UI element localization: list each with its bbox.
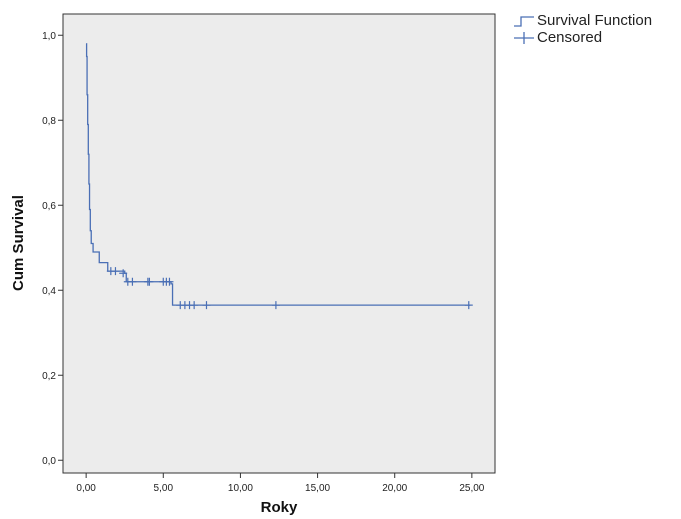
censored-marker bbox=[190, 301, 199, 310]
y-tick-label: 0,2 bbox=[42, 371, 56, 382]
censored-marker bbox=[111, 267, 120, 276]
censored-markers bbox=[106, 267, 473, 310]
y-tick-label: 1,0 bbox=[42, 31, 56, 42]
x-tick-label: 25,00 bbox=[459, 483, 484, 494]
x-tick-label: 5,00 bbox=[154, 483, 174, 494]
censored-marker bbox=[202, 301, 211, 310]
censored-marker bbox=[464, 301, 473, 310]
censored-marker bbox=[271, 301, 280, 310]
censored-marker bbox=[165, 277, 174, 286]
y-tick-label: 0,4 bbox=[42, 286, 56, 297]
legend-label: Censored bbox=[537, 29, 603, 46]
legend-item-survival-function: Survival Function bbox=[513, 12, 652, 29]
x-tick-label: 0,00 bbox=[76, 483, 96, 494]
plot-area bbox=[62, 13, 496, 474]
x-tick-label: 20,00 bbox=[382, 483, 407, 494]
legend-item-censored: Censored bbox=[513, 29, 652, 46]
x-tick-label: 15,00 bbox=[305, 483, 330, 494]
x-axis-title: Roky bbox=[261, 499, 298, 516]
y-tick-label: 0,0 bbox=[42, 456, 56, 467]
y-tick-label: 0,8 bbox=[42, 116, 56, 127]
plus-marker-icon bbox=[514, 31, 534, 44]
survival-function-line bbox=[85, 43, 471, 306]
chart-legend: Survival Function Censored bbox=[513, 12, 652, 46]
legend-label: Survival Function bbox=[537, 12, 653, 29]
step-line-icon bbox=[514, 15, 534, 27]
censored-marker bbox=[145, 277, 154, 286]
y-axis-title: Cum Survival bbox=[10, 195, 27, 291]
censored-marker bbox=[128, 277, 137, 286]
y-axis-ticks: 0,0 0,2 0,4 0,6 0,8 1,0 bbox=[42, 31, 63, 467]
x-tick-label: 10,00 bbox=[228, 483, 253, 494]
y-tick-label: 0,6 bbox=[42, 201, 56, 212]
censored-marker bbox=[119, 269, 128, 278]
x-axis-ticks: 0,00 5,00 10,00 15,00 20,00 25,00 bbox=[76, 473, 485, 494]
